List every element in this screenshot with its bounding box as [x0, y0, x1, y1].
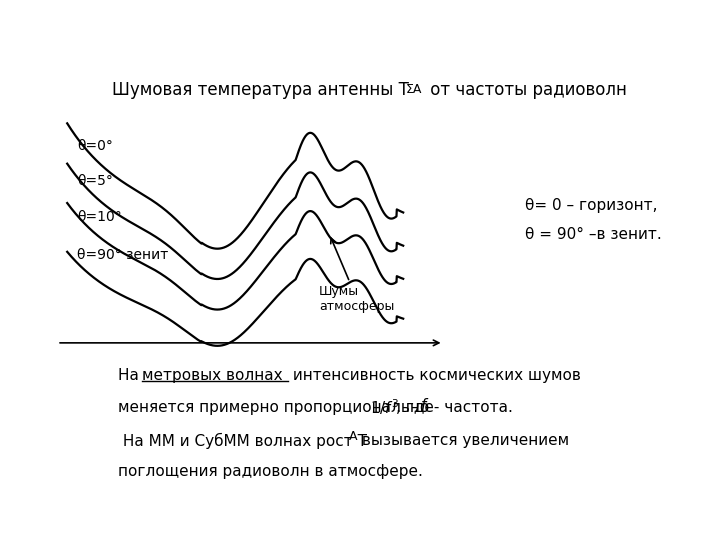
Text: θ= 0 – горизонт,: θ= 0 – горизонт, [526, 198, 658, 213]
Text: поглощения радиоволн в атмосфере.: поглощения радиоволн в атмосфере. [118, 464, 423, 479]
Text: вызывается увеличением: вызывается увеличением [356, 433, 569, 448]
Text: θ=5°: θ=5° [77, 174, 113, 188]
Text: $1/f^3$: $1/f^3$ [370, 397, 400, 417]
Text: $f$: $f$ [420, 397, 430, 414]
Text: θ=0°: θ=0° [77, 139, 113, 153]
Text: A: A [349, 430, 357, 443]
Text: метровых волнах: метровых волнах [143, 368, 283, 383]
Text: - частота.: - частота. [429, 400, 513, 415]
Text: меняется примерно пропорционально: меняется примерно пропорционально [118, 400, 434, 415]
Text: θ = 90° –в зенит.: θ = 90° –в зенит. [526, 227, 662, 242]
Text: от частоты радиоволн: от частоты радиоволн [426, 82, 627, 99]
Text: Шумы
атмосферы: Шумы атмосферы [319, 238, 395, 313]
Text: , где: , где [396, 400, 438, 415]
Text: θ=90° зенит: θ=90° зенит [77, 247, 168, 261]
Text: На: На [118, 368, 144, 383]
Text: интенсивность космических шумов: интенсивность космических шумов [288, 368, 581, 383]
Text: На ММ и СубМM волнах рост T: На ММ и СубМM волнах рост T [118, 433, 367, 449]
Text: ΣA: ΣA [406, 83, 422, 96]
Text: θ=10°: θ=10° [77, 210, 122, 224]
Text: Шумовая температура антенны T: Шумовая температура антенны T [112, 82, 409, 99]
